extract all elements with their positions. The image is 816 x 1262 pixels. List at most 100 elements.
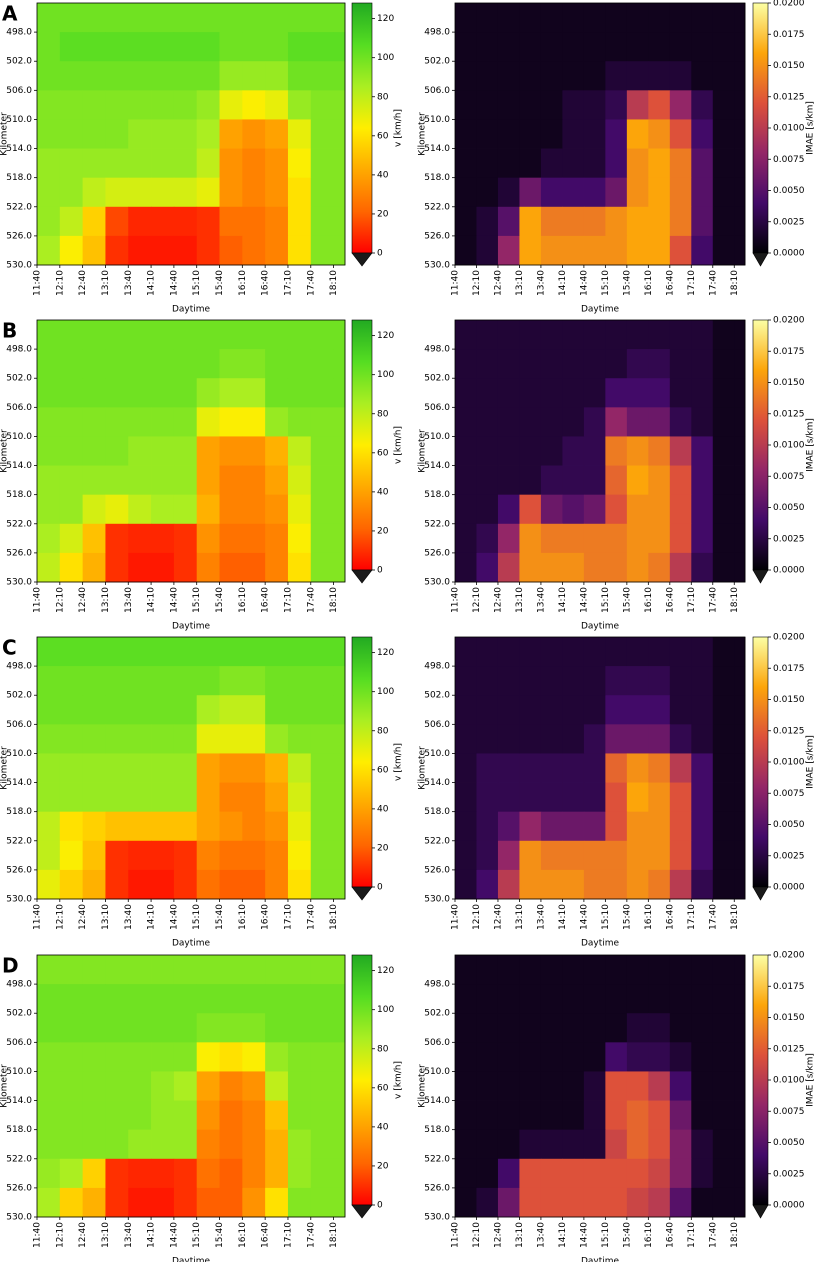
heat-cell [37, 666, 61, 696]
heat-cell [173, 1071, 198, 1101]
plot-frame [454, 636, 746, 900]
heat-cell [287, 206, 312, 237]
heat-cell [287, 1042, 312, 1072]
heat-cell [287, 3, 312, 33]
heat-cell [128, 869, 152, 900]
heat-cell [519, 782, 542, 813]
colorbar-extend [351, 886, 373, 901]
heat-cell [333, 637, 346, 667]
x-tick-label: 17:10 [283, 270, 293, 296]
x-tick-label: 15:40 [622, 1222, 632, 1248]
heat-cell [691, 753, 714, 783]
y-tick-label: 522.0 [424, 1154, 450, 1164]
heat-cell [583, 177, 606, 208]
heat-cell [265, 869, 289, 900]
heat-cell [476, 494, 499, 525]
heat-cell [712, 782, 735, 813]
y-tick-label: 530.0 [424, 1213, 450, 1223]
heat-cell [82, 955, 106, 985]
heat-cell [540, 320, 563, 350]
heat-cell [105, 494, 129, 525]
heat-cell [712, 811, 735, 842]
heat-cell [455, 811, 477, 842]
heat-cell [691, 1071, 714, 1101]
heat-cell [287, 523, 312, 554]
heat-cell [310, 1013, 334, 1043]
heat-cell [105, 1013, 129, 1043]
heat-cell [669, 1100, 692, 1131]
y-tick-label: 530.0 [424, 895, 450, 905]
heat-cell [287, 32, 312, 62]
heat-cell [333, 869, 346, 900]
heat-cell [605, 984, 628, 1014]
x-tick-label: 15:40 [215, 904, 225, 930]
heat-cell [37, 782, 61, 813]
heat-cell [196, 666, 220, 696]
heat-cell [59, 984, 84, 1014]
y-tick-label: 526.0 [424, 865, 450, 875]
heat-cell [519, 955, 542, 985]
y-tick-label: 510.0 [6, 432, 32, 442]
heat-cell [333, 177, 346, 208]
heat-cell [265, 1187, 289, 1218]
heat-cell [219, 436, 243, 466]
x-tick-label: 17:40 [306, 587, 316, 613]
heat-cell [82, 177, 106, 208]
colorbar-tick-label: 0.0150 [773, 61, 805, 71]
heat-cell [519, 320, 542, 350]
heat-cell [128, 378, 152, 408]
x-tick-label: 18:10 [329, 1222, 339, 1248]
heat-cell [540, 32, 563, 62]
heat-cell [691, 436, 714, 466]
heat-cell [333, 349, 346, 379]
heat-cell [105, 119, 129, 149]
heat-cell [105, 724, 129, 754]
heat-cell [287, 724, 312, 754]
heat-cell [287, 90, 312, 120]
x-tick-label: 13:40 [124, 904, 134, 930]
heat-cell [734, 724, 746, 754]
x-tick-label: 14:10 [147, 270, 157, 296]
heat-cell [455, 523, 477, 554]
heat-cell [310, 378, 334, 408]
heat-cell [128, 1042, 152, 1072]
heat-cell [605, 695, 628, 725]
heat-cell [626, 637, 649, 667]
y-tick-label: 522.0 [424, 202, 450, 212]
heat-cell [82, 1187, 106, 1218]
heat-cell [37, 235, 61, 266]
heat-cell [583, 666, 606, 696]
x-tick-label: 11:40 [451, 270, 461, 296]
x-tick-label: 16:40 [665, 270, 675, 296]
heat-cell [476, 811, 499, 842]
heat-cell [151, 32, 175, 62]
x-tick-label: 16:40 [261, 904, 271, 930]
heat-cell [669, 494, 692, 525]
heat-cell [712, 90, 735, 120]
heat-cell [626, 695, 649, 725]
heat-cell [242, 436, 266, 466]
heat-cell [455, 666, 477, 696]
heat-cell [105, 378, 129, 408]
colorbar-tick-label: 120 [377, 14, 394, 24]
x-tick-label: 16:10 [238, 270, 248, 296]
heat-cell [310, 869, 334, 900]
heat-cell [242, 1129, 266, 1160]
colorbar-tick-label: 0.0175 [773, 30, 805, 40]
heat-cell [82, 724, 106, 754]
y-tick-label: 510.0 [424, 749, 450, 759]
panel-label: D [2, 954, 19, 978]
heat-cell [310, 1071, 334, 1101]
y-tick-label: 506.0 [424, 720, 450, 730]
heat-cell [196, 465, 220, 496]
heat-cell [265, 1129, 289, 1160]
heat-cell [196, 1071, 220, 1101]
heat-cell [37, 494, 61, 525]
heat-cell [562, 378, 585, 408]
heat-cell [173, 724, 198, 754]
colorbar-tick-label: 40 [377, 1122, 389, 1132]
heat-cell [455, 177, 477, 208]
heat-cell [173, 811, 198, 842]
heatmap [455, 320, 746, 583]
heat-cell [519, 753, 542, 783]
